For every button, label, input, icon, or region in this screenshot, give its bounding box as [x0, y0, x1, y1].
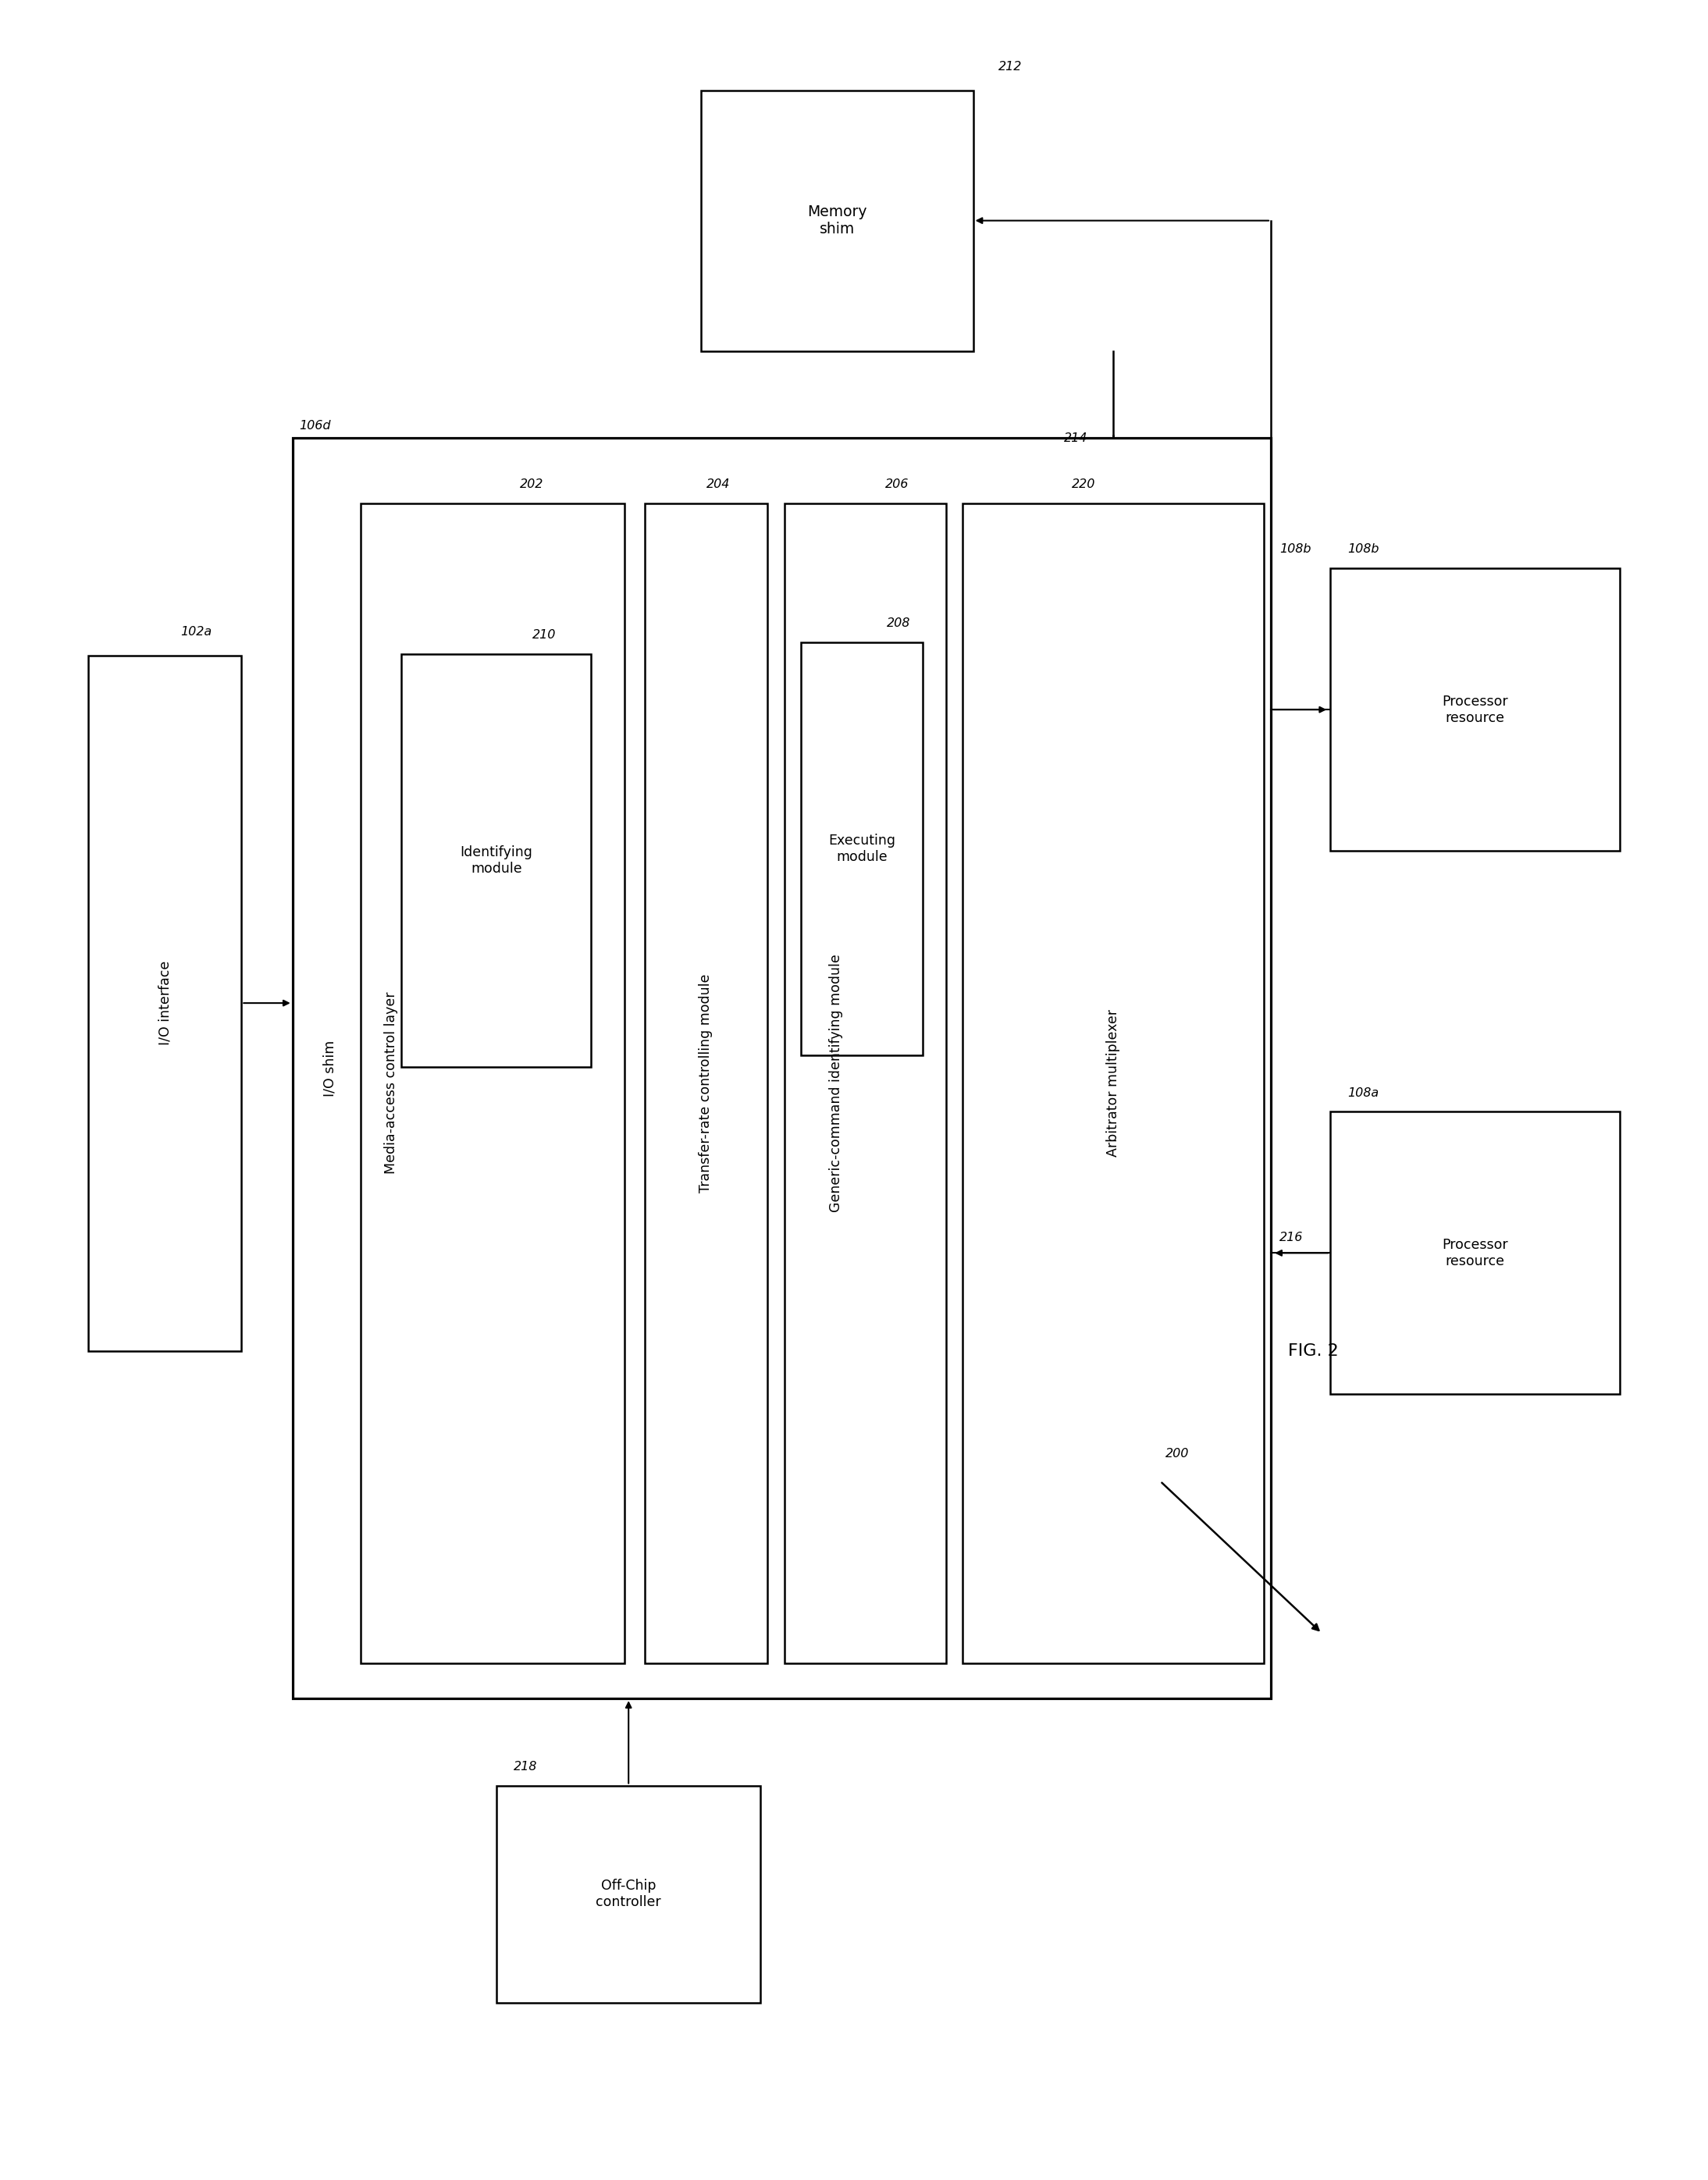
Text: Transfer-rate controlling module: Transfer-rate controlling module [699, 974, 712, 1192]
Text: FIG. 2: FIG. 2 [1288, 1343, 1339, 1358]
Text: Executing
module: Executing module [828, 833, 895, 863]
Bar [497, 1785, 760, 2003]
Text: Processor
resource: Processor resource [1442, 1238, 1508, 1269]
Text: Generic-command identifying module: Generic-command identifying module [828, 955, 844, 1212]
Text: 216: 216 [1279, 1232, 1303, 1243]
Bar [292, 438, 1271, 1698]
Text: 220: 220 [1071, 477, 1095, 491]
Text: Media-access control layer: Media-access control layer [384, 992, 398, 1175]
Bar [644, 504, 767, 1663]
Text: I/O shim: I/O shim [323, 1040, 336, 1097]
Text: 214: 214 [1064, 432, 1088, 445]
Text: 108a: 108a [1348, 1088, 1378, 1099]
Text: 218: 218 [514, 1761, 538, 1772]
Text: 108b: 108b [1279, 543, 1312, 556]
Bar [89, 656, 241, 1352]
Bar [360, 504, 625, 1663]
Text: 210: 210 [531, 630, 555, 641]
Bar [784, 504, 946, 1663]
Bar [1331, 569, 1619, 850]
Bar [700, 89, 974, 351]
Text: 208: 208 [886, 617, 910, 630]
Bar [401, 654, 591, 1066]
Text: 102a: 102a [181, 626, 212, 639]
Text: Off-Chip
controller: Off-Chip controller [596, 1879, 661, 1910]
Text: 200: 200 [1165, 1448, 1189, 1458]
Text: 202: 202 [521, 477, 543, 491]
Bar [1331, 1112, 1619, 1395]
Text: Processor
resource: Processor resource [1442, 695, 1508, 724]
Text: 212: 212 [999, 61, 1023, 72]
Text: Identifying
module: Identifying module [459, 846, 533, 876]
Bar [963, 504, 1264, 1663]
Text: I/O interface: I/O interface [157, 961, 173, 1044]
Bar [801, 643, 922, 1055]
Text: 206: 206 [885, 477, 909, 491]
Text: Memory
shim: Memory shim [808, 205, 868, 238]
Text: 204: 204 [707, 477, 729, 491]
Text: Arbitrator multiplexer: Arbitrator multiplexer [1107, 1009, 1120, 1158]
Text: 106d: 106d [299, 421, 331, 432]
Text: 108b: 108b [1348, 543, 1378, 556]
